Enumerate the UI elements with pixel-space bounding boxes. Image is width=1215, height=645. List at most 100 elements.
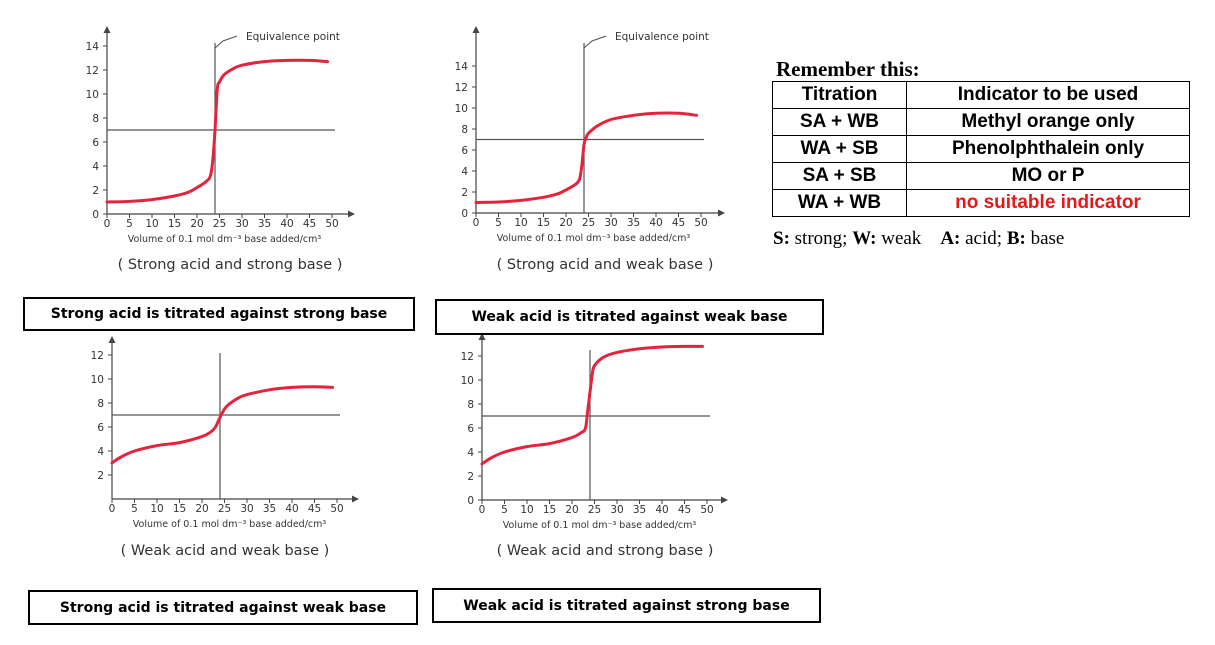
x-axis-label: Volume of 0.1 mol dm⁻³ base added/cm³ (128, 234, 322, 245)
x-tick-label: 5 (501, 504, 508, 516)
y-tick-label: 4 (461, 166, 468, 178)
x-tick-label: 15 (537, 217, 550, 229)
y-tick-label: 12 (91, 350, 104, 362)
y-tick-label: 12 (455, 82, 468, 94)
y-tick-label: 6 (92, 137, 99, 149)
x-tick-label: 35 (258, 218, 271, 230)
x-tick-label: 5 (131, 503, 138, 515)
x-tick-label: 25 (213, 218, 226, 230)
titration-cell: WA + SB (772, 135, 907, 163)
x-tick-label: 10 (145, 218, 158, 230)
caption-4: ( Weak acid and strong base ) (496, 543, 714, 559)
y-tick-label: 8 (97, 398, 104, 410)
banner-2: Weak acid is titrated against weak base (435, 299, 824, 335)
x-tick-label: 0 (104, 218, 111, 230)
legend-a-key: A: (940, 228, 961, 249)
indicator-cell: Methyl orange only (906, 108, 1190, 136)
y-tick-label: 10 (461, 375, 474, 387)
x-tick-label: 40 (280, 218, 293, 230)
banner-3: Strong acid is titrated against weak bas… (28, 590, 418, 625)
y-axis-arrow (103, 26, 111, 33)
y-tick-label: 10 (91, 374, 104, 386)
y-tick-label: 10 (86, 89, 99, 101)
x-tick-label: 0 (473, 217, 480, 229)
y-tick-label: 14 (86, 41, 100, 53)
legend-w-value: weak (881, 228, 922, 249)
legend-b-value: base (1030, 228, 1065, 249)
header-indicator: Indicator to be used (906, 81, 1190, 109)
y-tick-label: 6 (97, 422, 104, 434)
equivalence-label: Equivalence point (615, 31, 709, 43)
titration-cell: SA + WB (772, 108, 907, 136)
y-tick-label: 8 (461, 124, 468, 136)
table-row: SA + SB MO or P (772, 162, 1190, 190)
table-row: WA + SB Phenolphthalein only (772, 135, 1190, 163)
x-axis-label: Volume of 0.1 mol dm⁻³ base added/cm³ (497, 233, 691, 244)
x-axis-label: Volume of 0.1 mol dm⁻³ base added/cm³ (133, 519, 327, 530)
x-axis-arrow (352, 495, 359, 503)
legend-a-value: acid; (965, 228, 1003, 249)
header-titration: Titration (772, 81, 907, 109)
table-row: WA + WB no suitable indicator (772, 189, 1190, 217)
titration-cell: SA + SB (772, 162, 907, 190)
x-tick-label: 15 (543, 504, 556, 516)
titration-curve (110, 385, 334, 465)
y-axis-arrow (472, 26, 480, 33)
y-tick-label: 2 (461, 187, 468, 199)
y-tick-label: 2 (467, 471, 474, 483)
titration-cell: WA + WB (772, 189, 907, 217)
indicator-table: Titration Indicator to be used SA + WB M… (772, 81, 1190, 217)
y-tick-label: 4 (97, 446, 104, 458)
x-tick-label: 20 (559, 217, 572, 229)
x-tick-label: 45 (308, 503, 321, 515)
x-tick-label: 25 (582, 217, 595, 229)
equivalence-pointer (214, 35, 238, 49)
x-tick-label: 30 (235, 218, 248, 230)
banner-1: Strong acid is titrated against strong b… (23, 297, 415, 331)
y-tick-label: 6 (467, 423, 474, 435)
y-tick-label: 14 (455, 61, 469, 73)
legend-b-key: B: (1006, 228, 1026, 249)
y-tick-label: 0 (467, 495, 474, 507)
caption-2: ( Strong acid and weak base ) (496, 257, 714, 273)
y-tick-label: 8 (92, 113, 99, 125)
x-tick-label: 20 (565, 504, 578, 516)
x-tick-label: 35 (263, 503, 276, 515)
caption-1: ( Strong acid and strong base ) (117, 257, 343, 273)
x-tick-label: 15 (173, 503, 186, 515)
y-tick-label: 12 (461, 351, 474, 363)
x-tick-label: 5 (495, 217, 502, 229)
x-tick-label: 0 (109, 503, 116, 515)
x-axis-arrow (348, 210, 355, 218)
y-tick-label: 2 (97, 470, 104, 482)
banner-4: Weak acid is titrated against strong bas… (432, 588, 821, 623)
x-tick-label: 35 (627, 217, 640, 229)
x-tick-label: 40 (649, 217, 662, 229)
x-tick-label: 5 (126, 218, 133, 230)
table-header-row: Titration Indicator to be used (772, 81, 1190, 109)
equivalence-label: Equivalence point (246, 31, 340, 43)
x-tick-label: 25 (218, 503, 231, 515)
x-tick-label: 20 (195, 503, 208, 515)
x-axis-arrow (718, 209, 725, 217)
y-tick-label: 4 (467, 447, 474, 459)
x-axis-arrow (721, 496, 728, 504)
x-tick-label: 40 (285, 503, 298, 515)
table-row: SA + WB Methyl orange only (772, 108, 1190, 136)
titration-curve (105, 58, 329, 204)
x-tick-label: 50 (325, 218, 338, 230)
x-tick-label: 30 (610, 504, 623, 516)
x-tick-label: 50 (700, 504, 713, 516)
legend-s-key: S: (773, 228, 790, 249)
x-tick-label: 35 (633, 504, 646, 516)
remember-title: Remember this: (776, 57, 920, 81)
indicator-cell: Phenolphthalein only (906, 135, 1190, 163)
x-tick-label: 10 (150, 503, 163, 515)
y-tick-label: 6 (461, 145, 468, 157)
x-tick-label: 0 (479, 504, 486, 516)
x-tick-label: 10 (520, 504, 533, 516)
indicator-cell: MO or P (906, 162, 1190, 190)
legend-w-key: W: (852, 228, 877, 249)
y-tick-label: 0 (461, 208, 468, 220)
